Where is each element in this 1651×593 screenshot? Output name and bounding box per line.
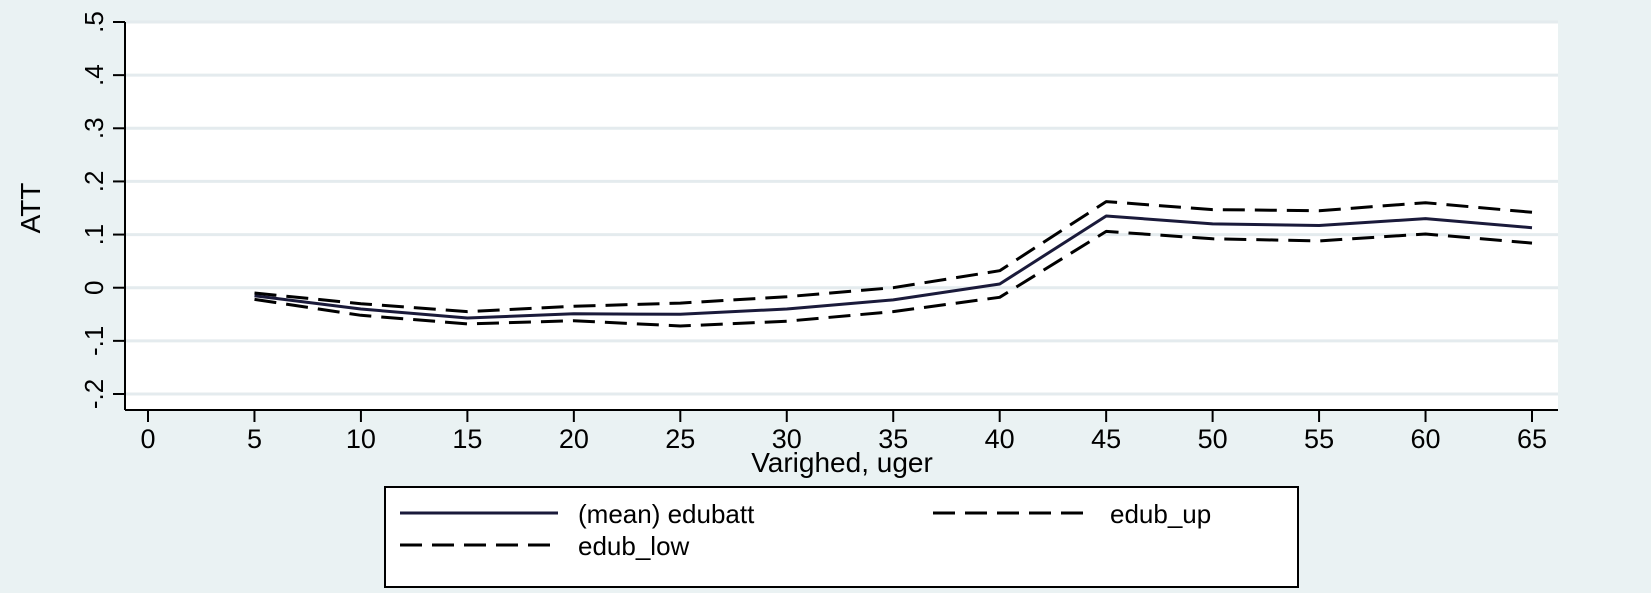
plot-area	[125, 22, 1558, 410]
x-tick-label: 50	[1198, 424, 1228, 454]
x-tick-label: 65	[1517, 424, 1547, 454]
x-tick-label: 15	[452, 424, 482, 454]
series-line-edub-low	[254, 229, 1533, 328]
y-tick-label: .2	[79, 171, 109, 193]
y-tick-label: .4	[79, 64, 109, 86]
x-tick-label: 40	[985, 424, 1015, 454]
y-tick-label: .5	[79, 11, 109, 33]
x-tick-label: 35	[878, 424, 908, 454]
y-tick-label: -.1	[79, 326, 109, 356]
x-tick-label: 5	[247, 424, 262, 454]
x-tick-label: 55	[1304, 424, 1334, 454]
x-tick-label: 30	[772, 424, 802, 454]
y-tick-label: .3	[79, 117, 109, 139]
x-tick-label: 10	[346, 424, 376, 454]
axes: -.2 -.1 0 .1 .2 .3 .4 .5 0 5 10 15 20 25 30 35 40 45 50 55 6…	[79, 11, 1558, 454]
x-tick-label: 45	[1091, 424, 1121, 454]
legend-label-edub-up: edub_up	[1110, 499, 1211, 529]
x-tick-label: 20	[559, 424, 589, 454]
legend-box	[384, 486, 1299, 588]
legend: (mean) edubatt edub_up edub_low	[384, 486, 1299, 588]
y-tick-label: .1	[79, 224, 109, 246]
x-axis-title: Varighed, uger	[751, 447, 933, 478]
x-tick-label: 0	[140, 424, 155, 454]
series-line-mean-edubatt	[254, 214, 1533, 320]
y-axis-title: ATT	[15, 183, 46, 234]
y-tick-label: -.2	[79, 379, 109, 409]
y-tick-label: 0	[79, 280, 109, 294]
series-line-edub-up	[254, 200, 1533, 314]
x-tick-label: 25	[665, 424, 695, 454]
x-tick-label: 60	[1411, 424, 1441, 454]
legend-label-edub-low: edub_low	[578, 531, 690, 561]
series-lines	[254, 200, 1533, 328]
legend-label-edubatt: (mean) edubatt	[578, 499, 755, 529]
grid-lines	[125, 20, 1558, 396]
